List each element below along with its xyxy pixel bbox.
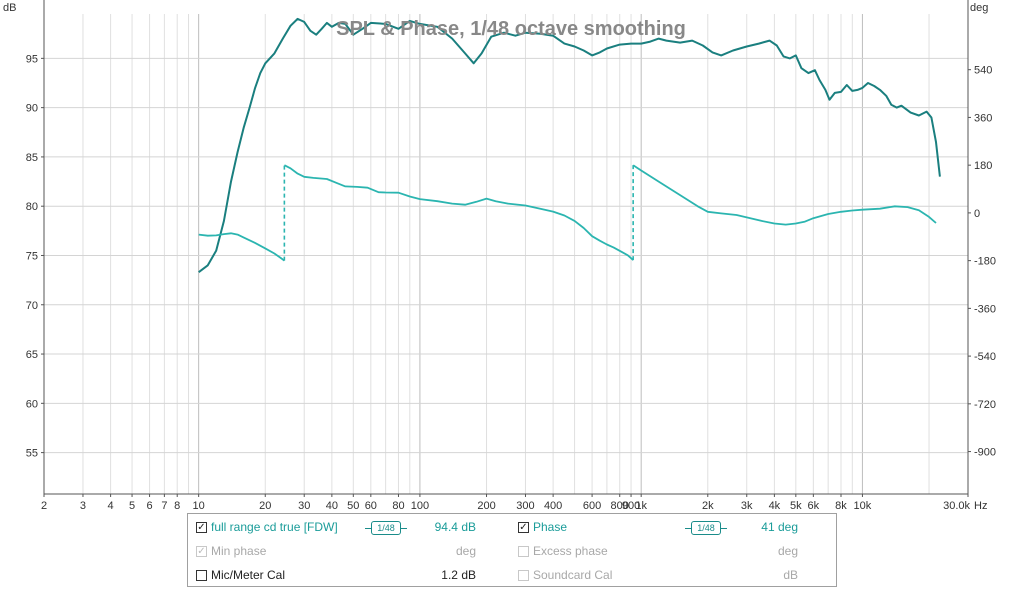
- x-tick-label: 6: [147, 500, 153, 510]
- x-tick-label: 30.0k: [943, 500, 970, 510]
- right-tick-label: 0: [974, 208, 980, 220]
- phase-trace-label[interactable]: Phase: [533, 520, 568, 534]
- left-axis-unit: dB: [3, 2, 16, 14]
- x-tick-label: 40: [326, 500, 338, 510]
- mic-cal-label: Mic/Meter Cal: [211, 568, 286, 582]
- min-phase-value: deg: [455, 544, 476, 558]
- left-tick-label: 65: [26, 349, 38, 361]
- legend-panel: ✓ full range cd true [FDW] 1/48 94.4 dB …: [187, 513, 837, 587]
- x-tick-label: 4: [108, 500, 114, 510]
- grid-lines: [43, 14, 969, 494]
- x-tick-label: 200: [477, 500, 495, 510]
- legend-row: Mic/Meter Cal 1.2 dB Soundcard Cal dB: [188, 565, 836, 587]
- phase-trace: [632, 164, 937, 226]
- x-tick-label: 5k: [790, 500, 802, 510]
- right-tick-label: -180: [974, 256, 996, 268]
- left-tick-label: 75: [26, 250, 38, 262]
- x-tick-label: 10k: [854, 500, 872, 510]
- x-tick-label: 60: [365, 500, 377, 510]
- x-tick-label: 20: [259, 500, 271, 510]
- x-tick-label: 3: [80, 500, 86, 510]
- right-tick-label: 540: [974, 65, 992, 77]
- phase-trace: [198, 232, 285, 262]
- soundcard-cal-checkbox[interactable]: [518, 570, 529, 581]
- spl-value: 94.4 dB: [434, 520, 476, 534]
- left-tick-label: 70: [26, 300, 38, 312]
- left-tick-label: 55: [26, 448, 38, 460]
- x-tick-label: 4k: [769, 500, 781, 510]
- phase-smoothing-button[interactable]: 1/48: [685, 521, 727, 535]
- x-tick-label: 5: [129, 500, 135, 510]
- legend-row: ✓ Min phase deg Excess phase deg: [188, 541, 836, 563]
- mic-cal-checkbox[interactable]: [196, 570, 207, 581]
- right-axis-unit: deg: [970, 2, 988, 14]
- excess-phase-checkbox[interactable]: [518, 546, 529, 557]
- x-tick-label: 2k: [702, 500, 714, 510]
- right-tick-label: -540: [974, 351, 996, 363]
- left-tick-label: 85: [26, 152, 38, 164]
- phase-trace: [283, 164, 634, 261]
- right-tick-label: 360: [974, 112, 992, 124]
- x-tick-label: 8: [174, 500, 180, 510]
- x-tick-label: 2: [41, 500, 47, 510]
- x-tick-label: 7: [161, 500, 167, 510]
- spl-trace-label[interactable]: full range cd true [FDW]: [211, 520, 338, 534]
- min-phase-label: Min phase: [211, 544, 267, 558]
- show-phase-checkbox[interactable]: ✓: [518, 522, 529, 533]
- x-tick-label: 600: [583, 500, 601, 510]
- x-tick-label: 300: [516, 500, 534, 510]
- axes-layer: 5560657075808590955403601800-180-360-540…: [26, 0, 996, 510]
- left-tick-label: 60: [26, 398, 38, 410]
- right-tick-label: -360: [974, 303, 996, 315]
- chart-title: SPL & Phase, 1/48 octave smoothing: [336, 18, 686, 40]
- spl-trace: [198, 17, 941, 273]
- x-tick-label: 800: [611, 500, 629, 510]
- x-tick-label: 6k: [808, 500, 820, 510]
- left-tick-label: 95: [26, 53, 38, 65]
- x-tick-label: 3k: [741, 500, 753, 510]
- phase-value: 41 deg: [761, 520, 798, 534]
- right-tick-label: -720: [974, 399, 996, 411]
- x-tick-label: 50: [347, 500, 359, 510]
- min-phase-checkbox[interactable]: ✓: [196, 546, 207, 557]
- legend-row: ✓ full range cd true [FDW] 1/48 94.4 dB …: [188, 517, 836, 539]
- mic-cal-value: 1.2 dB: [441, 568, 476, 582]
- show-spl-checkbox[interactable]: ✓: [196, 522, 207, 533]
- x-tick-label: 100: [411, 500, 429, 510]
- right-tick-label: -900: [974, 447, 996, 459]
- x-tick-label: 1k: [635, 500, 647, 510]
- x-tick-label: 30: [298, 500, 310, 510]
- x-tick-label: 8k: [835, 500, 847, 510]
- left-tick-label: 80: [26, 201, 38, 213]
- soundcard-cal-value: dB: [783, 568, 798, 582]
- excess-phase-value: deg: [777, 544, 798, 558]
- x-axis-unit: Hz: [974, 500, 987, 510]
- x-tick-label: 80: [392, 500, 404, 510]
- series-layer: [198, 17, 941, 273]
- x-tick-label: 400: [544, 500, 562, 510]
- x-tick-label: 900: [622, 500, 640, 510]
- excess-phase-label: Excess phase: [533, 544, 608, 558]
- soundcard-cal-label: Soundcard Cal: [533, 568, 613, 582]
- left-tick-label: 90: [26, 103, 38, 115]
- spl-smoothing-button[interactable]: 1/48: [365, 521, 407, 535]
- right-tick-label: 180: [974, 160, 992, 172]
- x-tick-label: 10: [193, 500, 205, 510]
- spl-phase-chart: 5560657075808590955403601800-180-360-540…: [3, 0, 996, 510]
